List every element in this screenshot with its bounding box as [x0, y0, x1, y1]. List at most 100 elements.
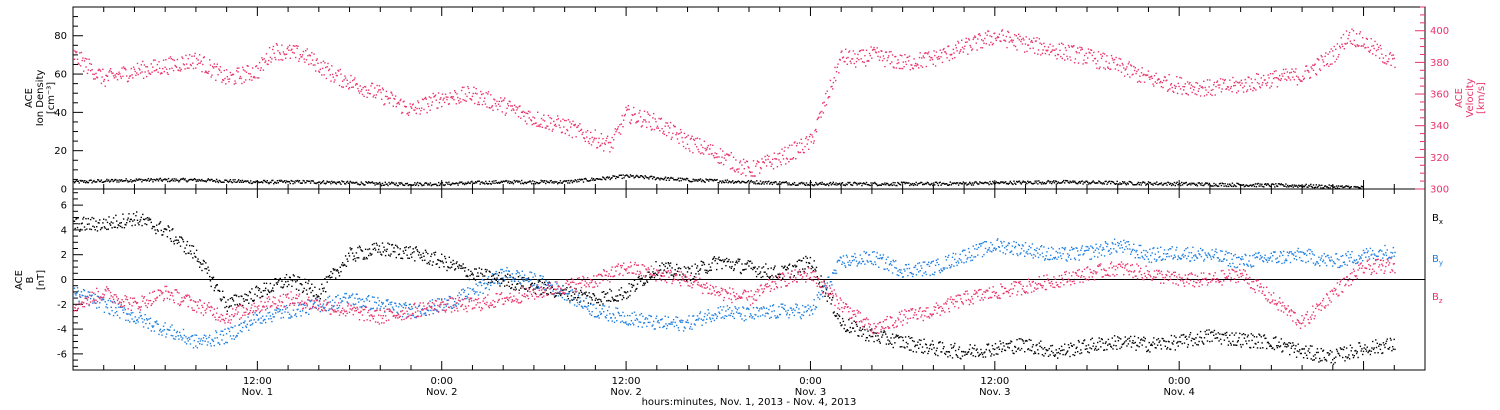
data-point	[1312, 64, 1314, 66]
data-point	[311, 59, 314, 61]
data-point	[308, 54, 311, 56]
data-point	[273, 183, 275, 185]
data-point	[457, 267, 460, 269]
data-point	[1064, 179, 1067, 182]
data-point	[283, 283, 285, 286]
data-point	[1208, 182, 1211, 185]
data-point	[80, 223, 83, 225]
data-point	[986, 34, 988, 36]
data-point	[1261, 342, 1263, 344]
data-point	[218, 68, 220, 70]
data-point	[379, 251, 381, 253]
data-point	[702, 180, 704, 182]
data-point	[860, 329, 862, 332]
data-point	[526, 279, 528, 281]
data-point	[119, 179, 121, 181]
data-point	[435, 99, 437, 101]
x-tick-date-label: Nov. 2	[610, 387, 641, 398]
data-point	[1376, 43, 1378, 46]
data-point	[661, 128, 663, 130]
data-point	[1173, 340, 1175, 342]
data-point	[197, 180, 199, 182]
data-point	[841, 324, 843, 326]
data-point	[163, 70, 165, 73]
data-point	[281, 59, 284, 61]
data-point	[1312, 184, 1315, 186]
data-point	[1129, 76, 1131, 78]
data-point	[745, 268, 747, 270]
data-point	[1061, 181, 1063, 184]
data-point	[435, 263, 437, 265]
data-point	[1134, 341, 1136, 344]
data-point	[1322, 59, 1324, 61]
data-point	[579, 301, 581, 303]
data-point	[593, 295, 596, 297]
data-point	[812, 142, 815, 144]
data-point	[623, 115, 626, 117]
data-point	[551, 182, 553, 184]
data-point	[164, 66, 166, 68]
data-point	[1070, 344, 1073, 347]
data-point	[538, 279, 540, 282]
data-point	[1030, 39, 1033, 42]
data-point	[1160, 182, 1163, 184]
data-point	[156, 63, 159, 66]
data-point	[786, 266, 788, 269]
data-point	[526, 181, 528, 184]
data-point	[931, 348, 933, 351]
data-point	[1282, 75, 1284, 77]
data-point	[651, 178, 654, 180]
data-point	[941, 61, 944, 64]
data-point	[427, 183, 430, 185]
data-point	[891, 184, 893, 187]
data-point	[177, 239, 179, 241]
data-point	[1153, 343, 1156, 345]
data-point	[429, 109, 431, 111]
data-point	[265, 60, 267, 62]
data-point	[998, 182, 1000, 185]
data-point	[1052, 181, 1054, 183]
data-point	[1167, 89, 1170, 91]
data-point	[1120, 58, 1122, 60]
data-point	[1105, 180, 1107, 182]
data-point	[635, 175, 637, 177]
data-point	[398, 103, 401, 105]
data-point	[1345, 185, 1347, 187]
data-point	[311, 289, 314, 292]
data-point	[1042, 183, 1045, 185]
data-point	[825, 104, 828, 106]
data-point	[966, 41, 968, 43]
data-point	[769, 277, 771, 279]
data-point	[994, 182, 997, 185]
data-point	[1259, 183, 1261, 185]
data-point	[1378, 46, 1380, 48]
data-point	[874, 181, 876, 184]
data-point	[660, 117, 663, 120]
data-point	[527, 277, 530, 279]
data-point	[619, 124, 621, 126]
data-point	[731, 181, 733, 183]
data-point	[667, 177, 669, 179]
data-point	[853, 181, 856, 184]
data-point	[250, 180, 252, 182]
data-point	[1068, 46, 1070, 48]
data-point	[547, 293, 550, 295]
data-point	[735, 260, 738, 262]
data-point	[1061, 349, 1063, 351]
data-point	[880, 331, 882, 333]
data-point	[837, 183, 839, 185]
data-point	[546, 181, 549, 183]
data-point	[898, 67, 901, 70]
data-point	[389, 97, 391, 99]
data-point	[1255, 343, 1257, 345]
data-point	[132, 220, 134, 222]
data-point	[1119, 182, 1121, 184]
data-point	[943, 47, 945, 50]
data-point	[1115, 56, 1117, 59]
data-point	[120, 77, 122, 79]
data-point	[256, 180, 258, 183]
data-point	[449, 92, 451, 94]
data-point	[462, 263, 464, 265]
data-point	[698, 151, 700, 153]
data-point	[1107, 67, 1110, 69]
